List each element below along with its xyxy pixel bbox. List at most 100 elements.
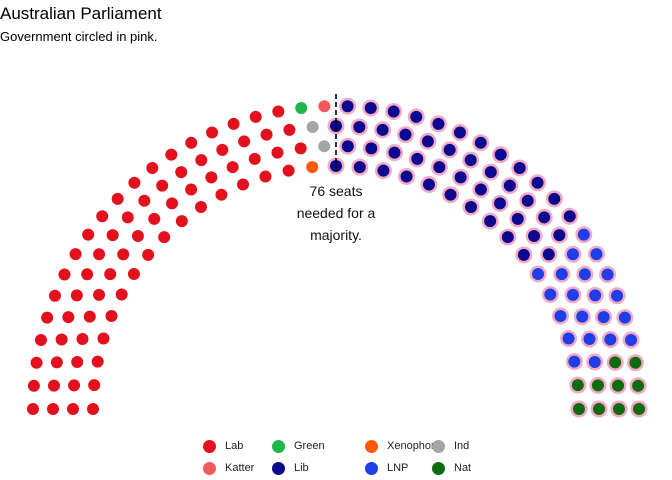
seat-dot	[81, 268, 94, 281]
seat-lib	[441, 141, 459, 159]
seat-dot	[589, 289, 602, 302]
seat-lnp	[560, 329, 578, 347]
seat-lab	[55, 333, 68, 346]
seat-dot	[544, 288, 557, 301]
seat-lab	[237, 178, 250, 191]
seat-lab	[106, 229, 119, 242]
seat-lab	[215, 188, 228, 201]
seat-dot	[158, 231, 171, 244]
seat-lab	[58, 268, 71, 281]
seat-dot	[376, 123, 389, 136]
seat-dot	[93, 288, 106, 301]
seat-dot	[70, 289, 83, 302]
seat-dot	[318, 100, 331, 113]
seat-lab	[259, 170, 272, 183]
seat-dot	[226, 161, 239, 174]
seat-dot	[185, 183, 198, 196]
seat-dot	[127, 268, 140, 280]
seat-dot	[227, 117, 240, 130]
seat-lnp	[573, 308, 591, 326]
seat-lab	[50, 356, 63, 369]
seat-lib	[482, 163, 500, 181]
seat-dot	[165, 148, 178, 161]
seat-dot	[591, 379, 604, 392]
seat-dot	[82, 228, 95, 241]
seat-lnp	[581, 330, 599, 348]
seat-lib	[509, 210, 527, 228]
seat-lab	[105, 310, 118, 323]
seat-lab	[67, 403, 79, 415]
seat-dot	[146, 162, 159, 175]
seat-dot	[166, 197, 179, 210]
seat-dot	[590, 248, 603, 261]
seat-lab	[62, 311, 75, 324]
seat-dot	[568, 355, 581, 368]
seat-lib	[525, 227, 543, 245]
seat-dot	[501, 231, 514, 244]
seat-nat	[589, 376, 607, 394]
seat-lib	[515, 246, 533, 264]
seat-dot	[47, 403, 59, 415]
seat-dot	[609, 356, 622, 369]
seat-dot	[104, 268, 117, 281]
seat-dot	[50, 356, 63, 369]
seat-dot	[156, 179, 169, 192]
seat-dot	[128, 176, 141, 189]
seat-lab	[227, 117, 240, 130]
seat-dot	[237, 178, 250, 191]
seat-lib	[419, 132, 437, 150]
seat-lab	[205, 171, 218, 184]
seat-dot	[88, 379, 101, 392]
seat-dot	[474, 183, 487, 196]
seat-dot	[566, 248, 579, 261]
seat-lnp	[565, 353, 583, 371]
seat-lab	[216, 143, 229, 156]
seat-lib	[430, 158, 448, 176]
seat-dot	[30, 356, 43, 369]
seat-dot	[41, 311, 54, 324]
seat-dot	[388, 146, 401, 159]
seat-dot	[175, 215, 188, 228]
seat-dot	[494, 148, 507, 161]
seat-dot	[34, 333, 47, 346]
seat-lab	[282, 164, 295, 177]
seat-dot	[353, 120, 366, 133]
seat-dot	[432, 117, 445, 130]
seat-dot	[142, 248, 155, 261]
seat-dot	[48, 289, 61, 302]
seat-lab	[69, 248, 82, 261]
seat-lib	[374, 121, 392, 139]
seat-dot	[205, 171, 218, 184]
seat-dot	[68, 379, 81, 392]
seat-lab	[115, 288, 128, 301]
seat-dot	[604, 333, 617, 346]
seat-lnp	[586, 286, 604, 304]
seat-dot	[341, 100, 354, 113]
seat-lab	[185, 183, 198, 196]
seat-lib	[451, 124, 469, 142]
seat-dot	[632, 379, 645, 392]
seat-lib	[462, 198, 480, 216]
seat-lnp	[541, 285, 559, 303]
seat-lab	[30, 356, 43, 369]
seat-dot	[578, 268, 591, 281]
seat-lib	[535, 208, 553, 226]
seat-katter	[318, 100, 331, 113]
seat-lab	[166, 197, 179, 210]
seat-dot	[238, 135, 251, 148]
seat-lab	[121, 211, 134, 224]
seat-lab	[68, 379, 81, 392]
seat-dot	[27, 379, 40, 392]
seat-lab	[175, 215, 188, 228]
seat-dot	[444, 188, 457, 201]
seat-nat	[630, 400, 648, 418]
seat-dot	[411, 152, 424, 165]
seat-dot	[138, 194, 151, 207]
seat-lab	[260, 128, 273, 141]
seat-dot	[613, 403, 625, 415]
seat-lab	[185, 136, 198, 149]
seat-lab	[226, 161, 239, 174]
seat-lnp	[564, 245, 582, 263]
seat-lab	[248, 152, 261, 165]
seat-dot	[306, 161, 319, 174]
